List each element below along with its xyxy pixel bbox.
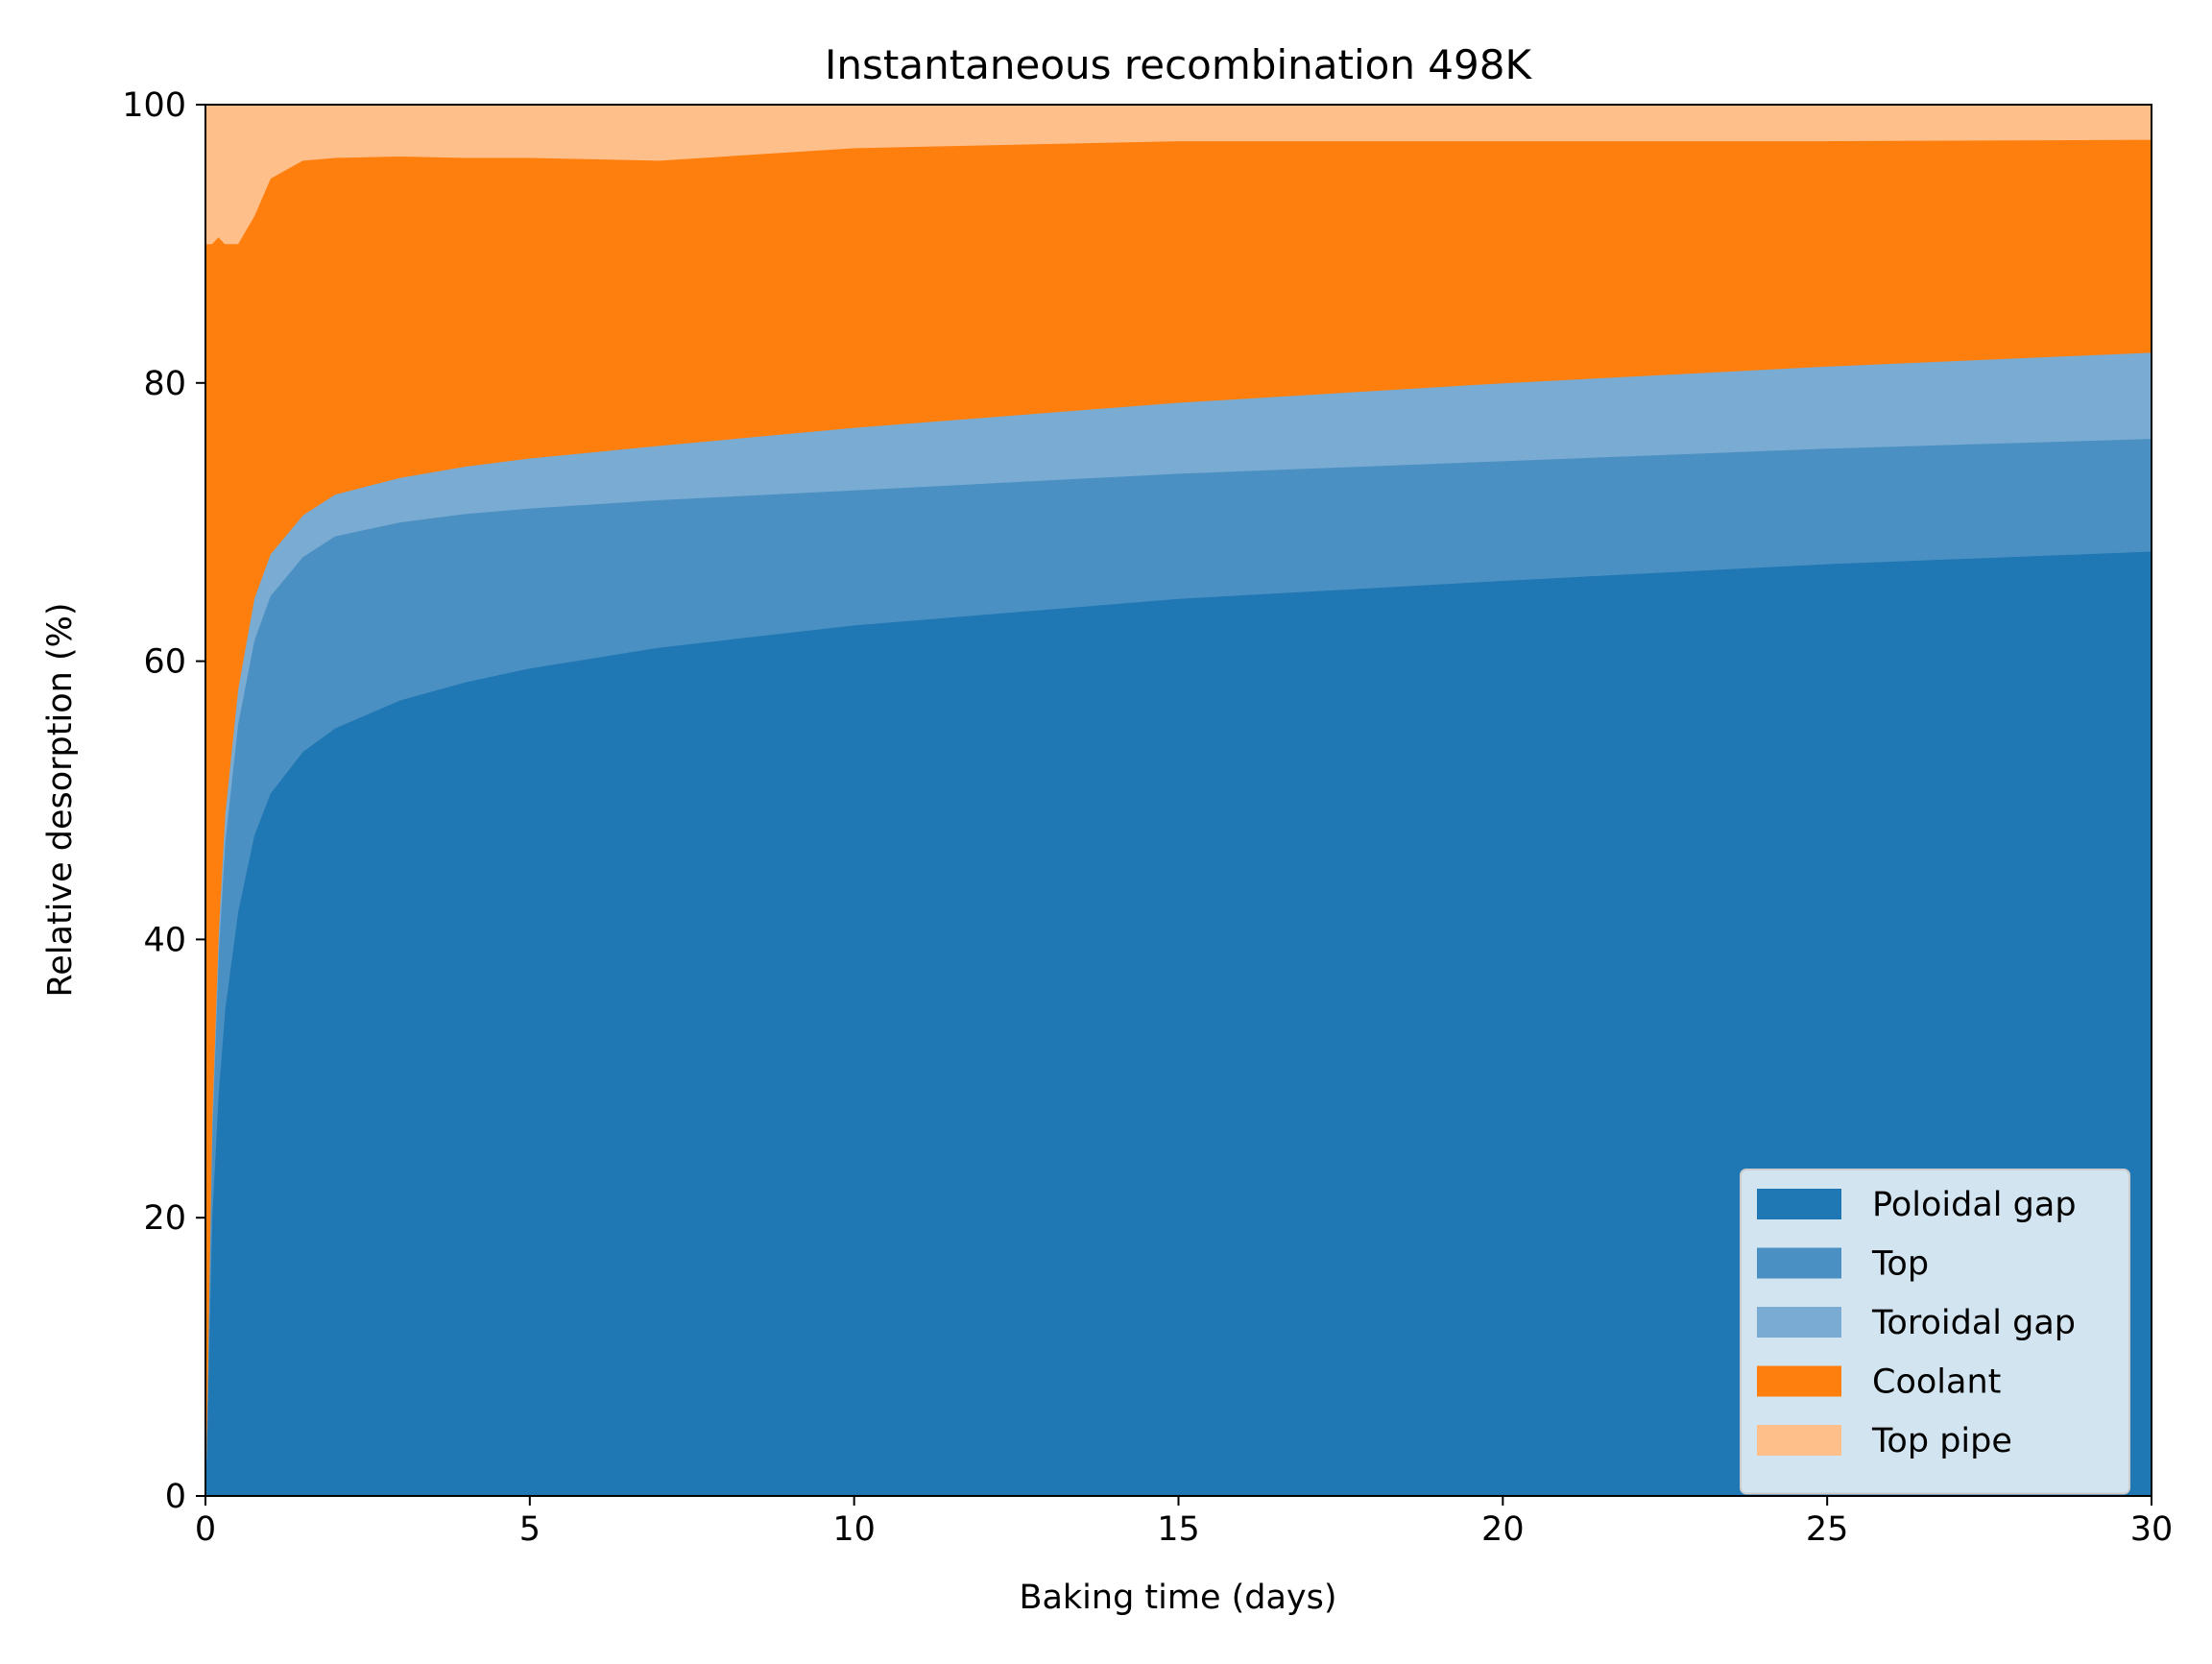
legend-swatch-poloidal-gap (1757, 1189, 1841, 1219)
x-tick-label: 30 (2130, 1510, 2174, 1549)
legend-swatch-top (1757, 1247, 1841, 1279)
x-axis: 0 5 10 15 20 25 30 (195, 1496, 2173, 1549)
chart-title: Instantaneous recombination 498K (825, 41, 1532, 88)
x-tick-label: 20 (1481, 1510, 1525, 1549)
x-tick-label: 0 (195, 1510, 216, 1549)
legend-label-coolant: Coolant (1872, 1363, 2001, 1402)
y-tick-label: 20 (143, 1199, 186, 1238)
y-tick-label: 100 (122, 86, 186, 125)
x-tick-label: 15 (1157, 1510, 1200, 1549)
legend: Poloidal gap Top Toroidal gap Coolant Top pi… (1740, 1169, 2130, 1495)
y-tick-label: 0 (165, 1478, 186, 1516)
legend-swatch-top-pipe (1757, 1425, 1841, 1456)
y-axis-label: Relative desorption (%) (41, 602, 80, 997)
y-tick-label: 40 (143, 921, 186, 959)
legend-label-poloidal-gap: Poloidal gap (1872, 1186, 2077, 1224)
legend-swatch-coolant (1757, 1365, 1841, 1397)
legend-label-toroidal-gap: Toroidal gap (1871, 1304, 2076, 1342)
y-tick-label: 60 (143, 643, 186, 682)
y-axis: 0 20 40 60 80 100 (122, 86, 205, 1516)
legend-swatch-toroidal-gap (1757, 1307, 1841, 1338)
y-tick-label: 80 (143, 365, 186, 403)
legend-label-top-pipe: Top pipe (1871, 1422, 2012, 1460)
legend-label-top: Top (1871, 1245, 1929, 1284)
x-tick-label: 25 (1806, 1510, 1849, 1549)
x-tick-label: 5 (519, 1510, 541, 1549)
plot-areas (204, 104, 2152, 1497)
x-axis-label: Baking time (days) (1019, 1579, 1336, 1617)
x-tick-label: 10 (832, 1510, 876, 1549)
